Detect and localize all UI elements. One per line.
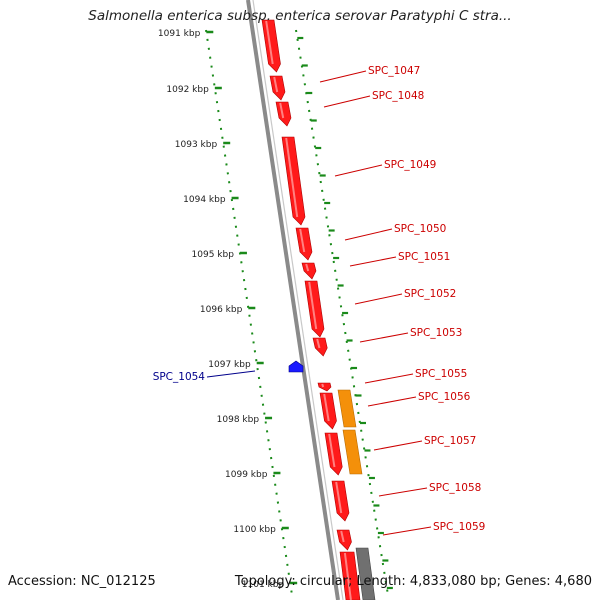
- gene-label-leader: [323, 95, 371, 108]
- ruler-tick-label: 1101 kbp: [242, 580, 285, 590]
- gene-label-leader: [354, 293, 403, 305]
- gene-arrow-spc-1059: [336, 529, 352, 551]
- backbone-highlight: [252, 0, 344, 600]
- gene-arrow-spc-1056: [319, 392, 337, 430]
- gene-label: SPC_1056: [418, 391, 471, 403]
- gene-label: SPC_1050: [394, 223, 446, 235]
- gene-shine: [316, 338, 321, 349]
- ruler-tick-label: 1100 kbp: [233, 525, 276, 535]
- ruler-tick-label: 1092 kbp: [166, 85, 209, 95]
- gene-label-leader: [206, 370, 256, 378]
- gene-label-leader: [334, 164, 383, 177]
- gene-label-leader: [364, 373, 414, 384]
- gene-shine: [343, 552, 352, 600]
- gene-gray: [355, 547, 376, 600]
- gene-label-leader: [367, 396, 417, 407]
- gene-label-leader: [359, 332, 409, 343]
- backbone-line: [246, 0, 340, 600]
- gene-arrow-spc-1058: [331, 480, 350, 522]
- gene-blue-spc-1054: [288, 360, 304, 373]
- gene-orange-2: [342, 429, 363, 475]
- gene-shine: [335, 481, 343, 514]
- ruler-tick-label: 1093 kbp: [175, 140, 218, 150]
- gene-shine: [321, 383, 325, 388]
- gene-label: SPC_1053: [410, 327, 462, 339]
- gene-label: SPC_1047: [368, 65, 420, 77]
- gene-shine: [328, 433, 336, 468]
- gene-label: SPC_1049: [384, 159, 436, 171]
- gene-label: SPC_1055: [415, 368, 467, 380]
- ruler-tick-label: 1091 kbp: [158, 29, 201, 39]
- ruler-tick-label: 1094 kbp: [183, 195, 226, 205]
- gene-arrow-spc-1048: [275, 101, 292, 127]
- ruler-outer-dotted: [295, 29, 389, 596]
- gene-label: SPC_1057: [424, 435, 476, 447]
- gene-arrow-spc-1051: [301, 262, 317, 280]
- ruler-tick-label: 1099 kbp: [225, 470, 268, 480]
- gene-label-leader: [382, 526, 432, 536]
- gene-arrow-spc-1046: [261, 19, 281, 73]
- gene-label: SPC_1052: [404, 288, 456, 300]
- gene-shine: [279, 102, 285, 119]
- gene-shine: [265, 20, 274, 65]
- gene-orange-1: [337, 389, 357, 428]
- ruler-tick-label: 1098 kbp: [217, 415, 260, 425]
- gene-label-leader: [349, 256, 397, 267]
- gene-label: SPC_1048: [372, 90, 424, 102]
- gene-label-leader: [373, 440, 423, 451]
- topology-summary: Topology: circular; Length: 4,833,080 bp…: [234, 574, 592, 589]
- gene-shine: [299, 228, 306, 253]
- gene-shine: [285, 137, 299, 218]
- gene-shine: [323, 393, 330, 422]
- gene-label-leader: [319, 70, 367, 83]
- gene-shine: [273, 76, 279, 93]
- gene-arrow-spc-1055: [317, 382, 332, 392]
- gene-arrow-spc-1049: [281, 136, 306, 226]
- gene-label: SPC_1054: [153, 371, 206, 383]
- gene-shine: [308, 281, 318, 330]
- accession-text: Accession: NC_012125: [8, 574, 156, 589]
- gene-label: SPC_1058: [429, 482, 481, 494]
- gene-arrow-spc-1057: [324, 432, 343, 476]
- gene-arrow-spc-1047: [269, 75, 286, 101]
- gene-arrow-spc-1050: [295, 227, 313, 261]
- gene-shine: [340, 530, 345, 543]
- gene-label-leader: [378, 487, 428, 497]
- gene-arrow-spc-1053: [312, 337, 328, 357]
- gene-label: SPC_1059: [433, 521, 485, 533]
- ruler-tick-label: 1095 kbp: [192, 250, 235, 260]
- genome-title: Salmonella enterica subsp. enterica sero…: [88, 8, 512, 24]
- gene-arrow-spc-1052: [304, 280, 325, 338]
- ruler-tick-label: 1097 kbp: [208, 360, 251, 370]
- gene-arrow-spc-1060: [339, 551, 361, 600]
- gene-label-leader: [344, 228, 393, 241]
- gene-shine: [305, 263, 310, 272]
- gene-label: SPC_1051: [398, 251, 450, 263]
- ruler-tick-label: 1096 kbp: [200, 305, 243, 315]
